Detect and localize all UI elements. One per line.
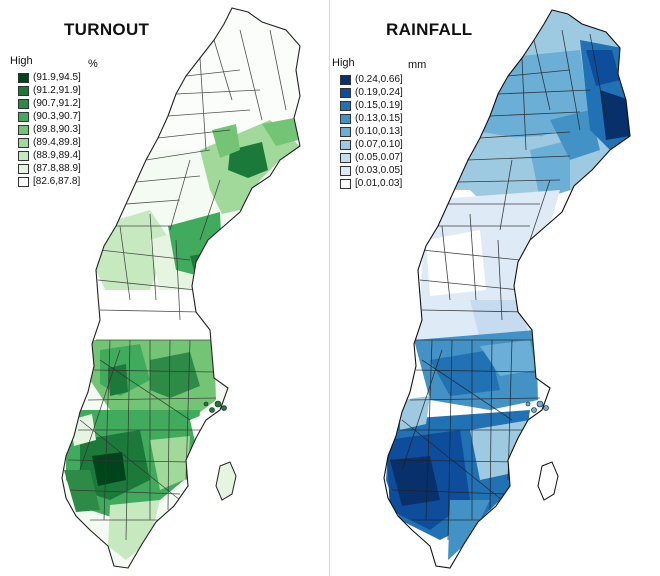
- archipelago-shape: [203, 400, 227, 413]
- gotland-island: [215, 461, 237, 501]
- legend-swatch: [340, 126, 351, 137]
- legend-swatch: [18, 124, 29, 135]
- legend-item: (89.8,90.3]: [18, 123, 81, 136]
- archipelago-shape: [525, 400, 549, 413]
- legend-swatch: [18, 85, 29, 96]
- legend-item: [0.01,0.03]: [340, 177, 403, 190]
- legend-high-label: High: [332, 57, 355, 69]
- legend-swatch: [340, 87, 351, 98]
- turnout-map: [61, 7, 301, 569]
- legend-swatch: [340, 113, 351, 124]
- legend-swatch: [18, 98, 29, 109]
- legend-label: (0.24,0.66]: [355, 74, 403, 85]
- legend-label: (0.07,0.10]: [355, 139, 403, 150]
- legend-swatch: [340, 100, 351, 111]
- legend-item: (90.7,91.2]: [18, 97, 81, 110]
- legend-swatch: [340, 178, 351, 189]
- legend-label: (0.03,0.05]: [355, 165, 403, 176]
- legend-swatch: [340, 152, 351, 163]
- legend-item: (88.9,89.4]: [18, 149, 81, 162]
- legend-label: (0.19,0.24]: [355, 87, 403, 98]
- rainfall-map-panel: RAINFALL High mm (0.24,0.66] (0.19,0.24]…: [330, 0, 660, 576]
- legend-label: (90.7,91.2]: [33, 98, 81, 109]
- legend: (91.9,94.5] (91.2,91.9] (90.7,91.2] (90.…: [18, 71, 81, 188]
- legend-unit-label: %: [88, 58, 98, 70]
- legend-item: (0.10,0.13]: [340, 125, 403, 138]
- turnout-map-panel: TURNOUT High % (91.9,94.5] (91.2,91.9] (…: [10, 7, 301, 569]
- legend-item: (0.03,0.05]: [340, 164, 403, 177]
- legend-swatch: [18, 150, 29, 161]
- legend-item: (91.9,94.5]: [18, 71, 81, 84]
- legend-label: [0.01,0.03]: [355, 178, 403, 189]
- legend-label: (0.15,0.19]: [355, 100, 403, 111]
- legend-item: (0.05,0.07]: [340, 151, 403, 164]
- legend-label: (89.4,89.8]: [33, 137, 81, 148]
- legend-label: (88.9,89.4]: [33, 150, 81, 161]
- legend-label: (90.3,90.7]: [33, 111, 81, 122]
- legend-label: (91.2,91.9]: [33, 85, 81, 96]
- legend-label: (0.05,0.07]: [355, 152, 403, 163]
- legend-swatch: [340, 139, 351, 150]
- legend-item: (0.19,0.24]: [340, 86, 403, 99]
- legend-swatch: [18, 137, 29, 148]
- legend-unit-label: mm: [408, 59, 427, 71]
- legend-swatch: [340, 74, 351, 85]
- legend-item: [82.6,87.8]: [18, 175, 81, 188]
- gotland-island: [537, 461, 559, 501]
- legend-swatch: [18, 163, 29, 174]
- map-title: TURNOUT: [64, 20, 150, 39]
- legend-high-label: High: [10, 55, 33, 67]
- legend-item: (87.8,88.9]: [18, 162, 81, 175]
- legend-item: (0.07,0.10]: [340, 138, 403, 151]
- panel-divider: [329, 0, 330, 576]
- legend-item: (0.13,0.15]: [340, 112, 403, 125]
- legend-label: (87.8,88.9]: [33, 163, 81, 174]
- legend: (0.24,0.66] (0.19,0.24] (0.15,0.19] (0.1…: [340, 73, 403, 190]
- rainfall-map: [383, 9, 631, 569]
- legend-label: (0.10,0.13]: [355, 126, 403, 137]
- legend-swatch: [18, 111, 29, 122]
- legend-item: (91.2,91.9]: [18, 84, 81, 97]
- legend-label: (0.13,0.15]: [355, 113, 403, 124]
- legend-label: (91.9,94.5]: [33, 72, 81, 83]
- legend-label: [82.6,87.8]: [33, 176, 81, 187]
- legend-swatch: [18, 176, 29, 187]
- legend-label: (89.8,90.3]: [33, 124, 81, 135]
- legend-swatch: [340, 165, 351, 176]
- legend-swatch: [18, 72, 29, 83]
- legend-item: (89.4,89.8]: [18, 136, 81, 149]
- legend-item: (90.3,90.7]: [18, 110, 81, 123]
- legend-item: (0.24,0.66]: [340, 73, 403, 86]
- map-title: RAINFALL: [386, 20, 473, 39]
- legend-item: (0.15,0.19]: [340, 99, 403, 112]
